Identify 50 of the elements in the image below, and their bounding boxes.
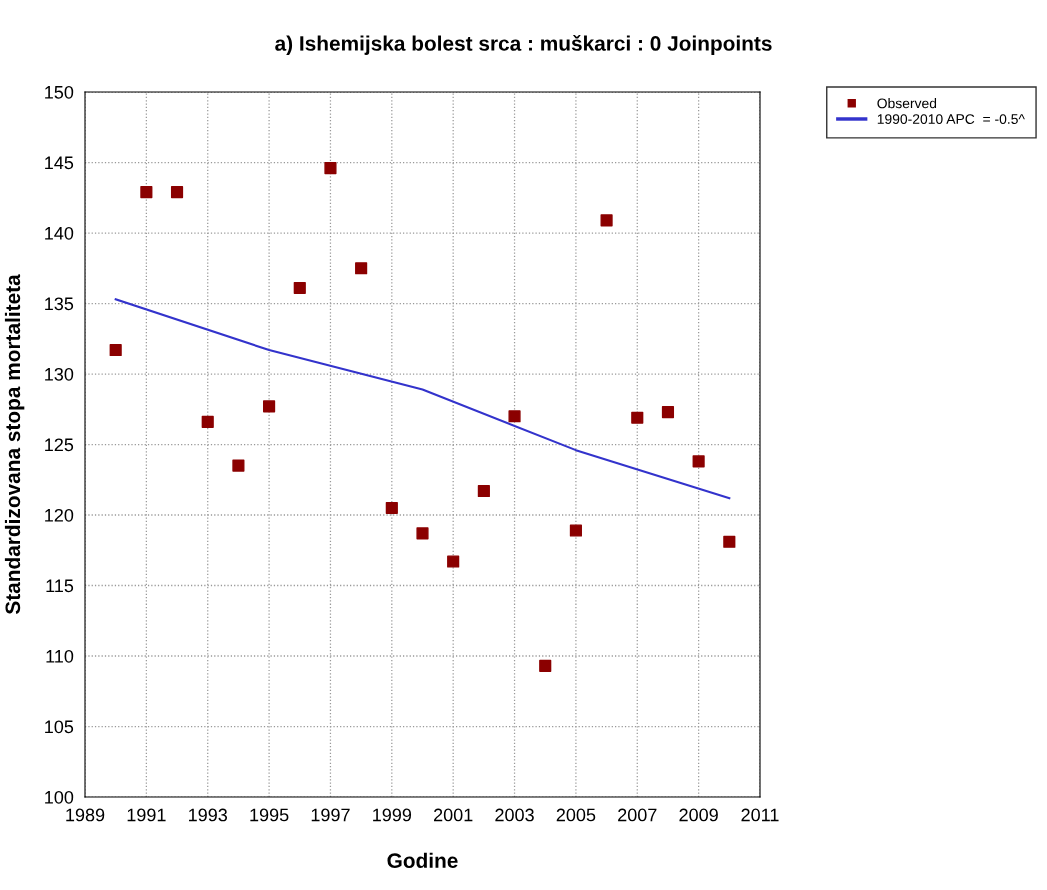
point bbox=[723, 535, 736, 548]
y-tick-label: 145 bbox=[45, 156, 74, 170]
point bbox=[324, 162, 337, 175]
point bbox=[539, 659, 552, 672]
point bbox=[600, 214, 613, 227]
point bbox=[385, 501, 398, 515]
x-tick-label: 1993 bbox=[189, 808, 228, 822]
point bbox=[109, 343, 122, 357]
point bbox=[692, 455, 705, 468]
y-tick-label: 130 bbox=[45, 367, 74, 381]
point bbox=[631, 411, 644, 424]
point bbox=[447, 555, 460, 568]
x-axis-title: Godine bbox=[387, 852, 458, 869]
point bbox=[170, 186, 184, 199]
x-tick-label: 2011 bbox=[741, 808, 779, 822]
point bbox=[232, 459, 245, 472]
x-tick-label: 2007 bbox=[618, 808, 657, 822]
x-tick-label: 1995 bbox=[250, 808, 289, 822]
x-tick-label: 1989 bbox=[66, 808, 105, 822]
y-tick-label: 105 bbox=[45, 720, 74, 734]
x-tick-label: 2003 bbox=[495, 808, 534, 822]
point bbox=[140, 186, 153, 199]
line-series bbox=[114, 298, 731, 500]
y-tick-label: 150 bbox=[45, 85, 74, 99]
y-tick-label: 140 bbox=[45, 226, 74, 240]
point bbox=[416, 527, 429, 540]
x-tick-label: 2005 bbox=[556, 808, 596, 822]
x-tick-label: 2009 bbox=[679, 808, 718, 822]
x-tick-label: 1999 bbox=[373, 808, 412, 822]
chart-title: a) Ishemijska bolest srca : muškarci : 0 Joinpoints bbox=[275, 35, 772, 55]
point bbox=[569, 524, 582, 537]
legend-label: Observed bbox=[877, 98, 937, 109]
point bbox=[293, 281, 306, 295]
y-tick-label: 100 bbox=[45, 790, 74, 804]
point bbox=[508, 410, 521, 423]
y-tick-label: 120 bbox=[45, 508, 74, 522]
point bbox=[201, 415, 214, 429]
y-tick-label: 135 bbox=[45, 297, 74, 311]
point bbox=[263, 400, 276, 413]
x-tick-label: 1991 bbox=[127, 808, 166, 822]
legend-label: 1990-2010 APC = -0.5^ bbox=[877, 114, 1025, 124]
x-tick-label: 1997 bbox=[311, 808, 350, 822]
point bbox=[661, 405, 675, 419]
y-tick-label: 115 bbox=[46, 579, 74, 593]
point bbox=[477, 484, 490, 498]
x-tick-label: 2001 bbox=[434, 808, 473, 822]
y-axis-title: Standardizovana stopa mortaliteta bbox=[4, 274, 25, 615]
y-tick-label: 125 bbox=[45, 438, 74, 452]
point bbox=[355, 262, 368, 275]
y-tick-label: 110 bbox=[46, 649, 74, 663]
